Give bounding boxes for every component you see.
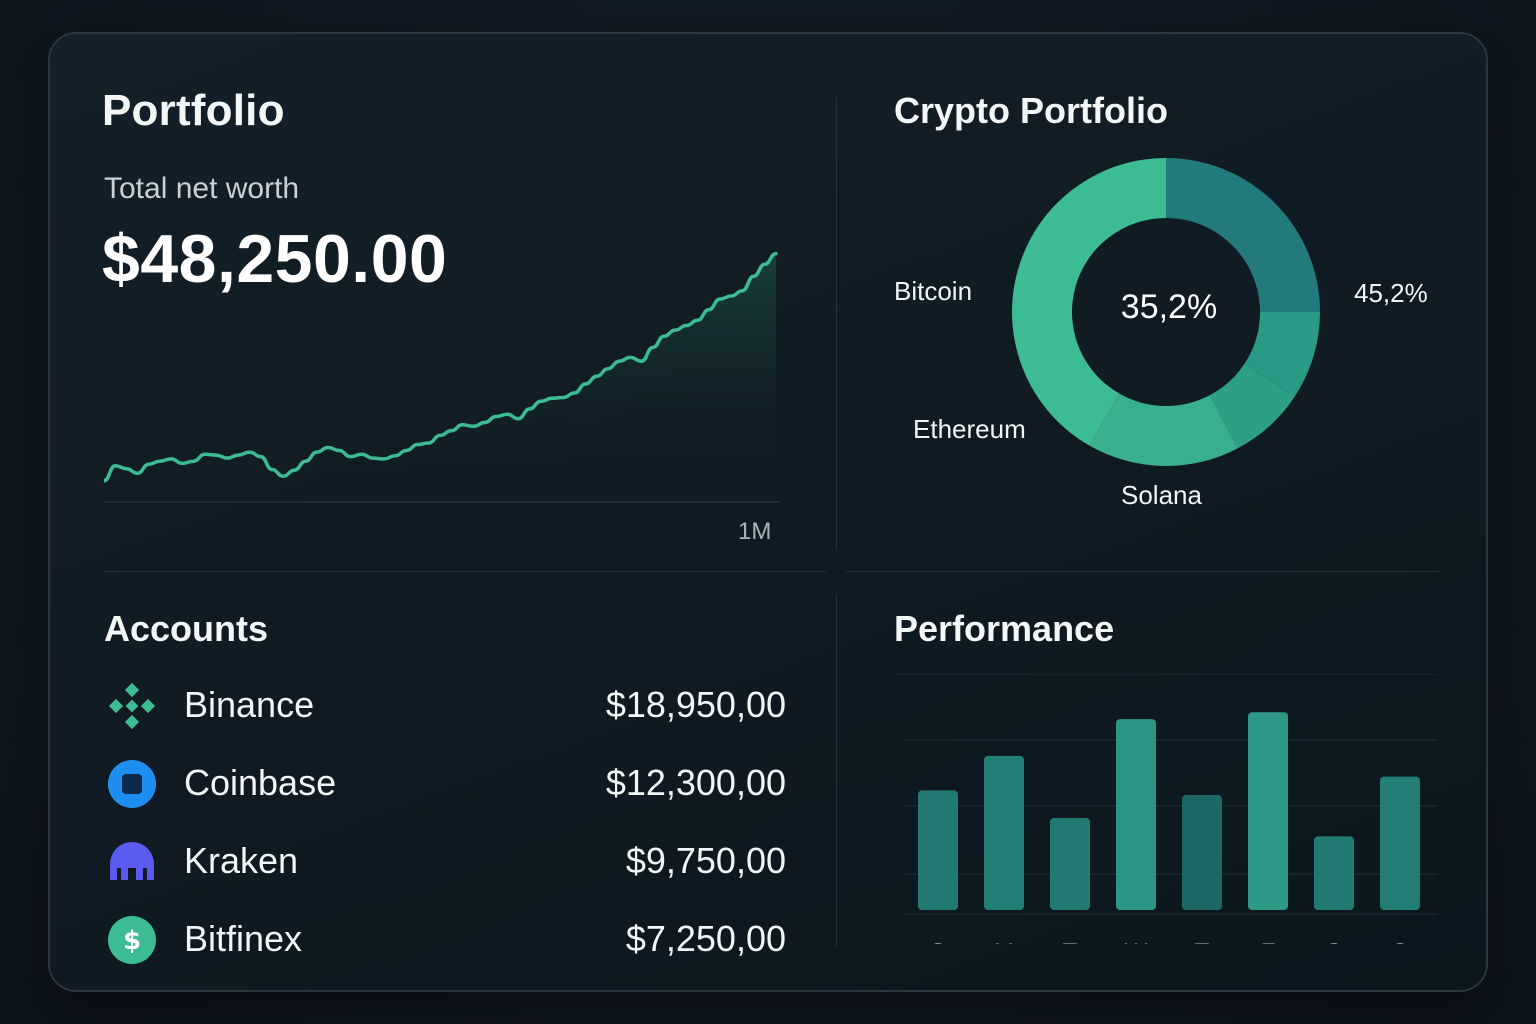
net-worth-value: $48,250.00 xyxy=(102,221,448,297)
donut-label-right-value: 45,2% xyxy=(1354,278,1428,308)
accounts-title: Accounts xyxy=(104,608,269,649)
range-label[interactable]: 1M xyxy=(738,518,772,545)
performance-bar[interactable] xyxy=(1116,719,1156,910)
account-name: Kraken xyxy=(184,840,299,881)
performance-bar[interactable] xyxy=(1314,836,1354,910)
donut-slice-segment-4[interactable] xyxy=(1011,158,1166,446)
donut-slice-segment-1[interactable] xyxy=(1244,312,1320,397)
bitfinex-icon: $ xyxy=(108,916,156,964)
account-value: $7,250,00 xyxy=(625,918,786,959)
account-row-kraken[interactable]: Kraken $9,750,00 xyxy=(106,832,786,892)
net-worth-label: Total net worth xyxy=(104,172,300,205)
performance-day-label: S xyxy=(930,939,946,944)
performance-bar[interactable] xyxy=(1050,818,1090,910)
performance-bar[interactable] xyxy=(984,755,1024,910)
account-row-bitfinex[interactable]: $ Bitfinex $7,250,00 xyxy=(106,910,786,970)
performance-bar[interactable] xyxy=(1248,712,1288,910)
account-row-coinbase[interactable]: Coinbase $12,300,00 xyxy=(106,754,786,814)
performance-bar[interactable] xyxy=(1182,795,1222,910)
performance-day-label: S xyxy=(1326,939,1342,944)
performance-day-label: S xyxy=(1392,939,1408,944)
line-chart-series xyxy=(104,251,778,483)
net-worth-line-chart xyxy=(104,251,780,503)
performance-day-label: T xyxy=(1063,939,1078,944)
crypto-portfolio-title: Crypto Portfolio xyxy=(894,90,1168,131)
dashboard-card: Portfolio Total net worth $48,250.00 1M … xyxy=(48,32,1488,992)
coinbase-icon xyxy=(108,760,156,808)
account-value: $12,300,00 xyxy=(605,762,786,803)
binance-icon xyxy=(108,682,156,730)
portfolio-title: Portfolio xyxy=(102,86,285,135)
performance-bar-chart: SMTWTFSS xyxy=(894,674,1438,944)
account-name: Binance xyxy=(184,684,315,725)
crypto-donut-chart xyxy=(1011,158,1320,466)
performance-day-label: W xyxy=(1125,939,1148,944)
donut-label-bitcoin: Bitcoin xyxy=(894,276,973,306)
divider-horizontal-right xyxy=(846,571,1440,572)
donut-slice-ethereum[interactable] xyxy=(1209,363,1295,449)
donut-slice-bitcoin[interactable] xyxy=(1166,158,1320,312)
account-name: Coinbase xyxy=(184,762,337,803)
performance-day-label: F xyxy=(1261,939,1276,944)
divider-vertical-bottom xyxy=(836,594,837,946)
account-value: $18,950,00 xyxy=(605,684,786,725)
donut-slice-solana[interactable] xyxy=(1089,393,1238,466)
performance-title: Performance xyxy=(894,608,1115,649)
account-value: $9,750,00 xyxy=(625,840,786,881)
divider-horizontal-left xyxy=(104,571,826,572)
line-chart-area xyxy=(104,253,776,502)
performance-bar[interactable] xyxy=(1380,776,1420,910)
donut-center-value: 35,2% xyxy=(1120,288,1218,326)
svg-text:$: $ xyxy=(123,926,141,956)
performance-bar[interactable] xyxy=(918,790,958,910)
donut-label-solana: Solana xyxy=(1121,480,1202,510)
account-name: Bitfinex xyxy=(184,918,303,959)
account-row-binance[interactable]: Binance $18,950,00 xyxy=(106,676,786,736)
donut-label-ethereum: Ethereum xyxy=(913,414,1026,444)
kraken-icon xyxy=(110,842,154,880)
performance-day-label: T xyxy=(1195,939,1210,944)
divider-vertical-top xyxy=(836,98,837,550)
performance-day-label: M xyxy=(994,939,1014,944)
